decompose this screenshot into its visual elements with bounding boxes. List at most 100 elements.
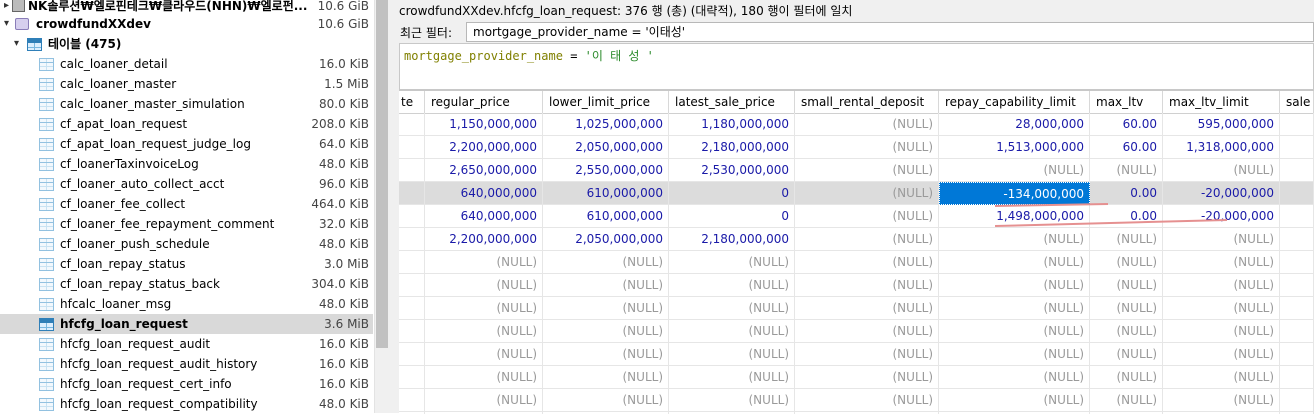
grid-cell[interactable]: 28,000,000 (939, 113, 1090, 136)
grid-cell[interactable]: 610,000,000 (543, 182, 669, 205)
tree-table-item[interactable]: hfcfg_loan_request_cert_info 16.0 KiB (0, 374, 373, 394)
tree-table-item[interactable]: hfcfg_loan_request_compatibility 48.0 KiB (0, 394, 373, 413)
grid-cell[interactable]: (NULL) (939, 251, 1090, 274)
tree-server-node[interactable]: ▸ NK솔루션₩엘로핀테크₩클라우드(NHN)₩엘로펀... 10.6 GiB (0, 0, 373, 16)
grid-cell[interactable] (399, 389, 425, 412)
grid-cell[interactable]: (NULL) (425, 251, 543, 274)
grid-cell[interactable] (399, 251, 425, 274)
grid-cell[interactable]: (NULL) (795, 159, 939, 182)
grid-cell[interactable]: (NULL) (1090, 320, 1163, 343)
tree-table-item[interactable]: cf_loan_repay_status 3.0 MiB (0, 254, 373, 274)
table-row[interactable]: 640,000,000 610,000,000 0 (NULL) -134,000,00… (399, 182, 1314, 205)
grid-cell[interactable]: (NULL) (939, 320, 1090, 343)
grid-cell[interactable]: (NULL) (425, 366, 543, 389)
grid-cell[interactable]: (NULL) (1090, 343, 1163, 366)
grid-cell[interactable]: 2,050,000,000 (543, 136, 669, 159)
grid-cell[interactable]: (NULL) (795, 320, 939, 343)
tree-table-item[interactable]: hfcalc_loaner_msg 48.0 KiB (0, 294, 373, 314)
grid-cell[interactable]: 1,318,000,000 (1163, 136, 1280, 159)
grid-cell[interactable]: 2,650,000,000 (425, 159, 543, 182)
grid-cell[interactable]: 2,200,000,000 (425, 228, 543, 251)
grid-cell[interactable]: (NULL) (543, 274, 669, 297)
grid-cell[interactable]: (NULL) (795, 297, 939, 320)
grid-cell[interactable]: (NULL) (795, 228, 939, 251)
grid-cell[interactable]: (NULL) (669, 297, 795, 320)
grid-cell[interactable]: (NULL) (1090, 297, 1163, 320)
grid-cell[interactable]: (NULL) (425, 274, 543, 297)
grid-cell[interactable]: (NULL) (939, 274, 1090, 297)
grid-cell[interactable]: -20,000,000 (1163, 205, 1280, 228)
tree-scrollbar-thumb[interactable] (376, 0, 388, 348)
grid-cell[interactable]: (NULL) (795, 343, 939, 366)
grid-cell[interactable] (399, 320, 425, 343)
grid-cell[interactable]: 1,150,000,000 (425, 113, 543, 136)
database-tree[interactable]: ▸ NK솔루션₩엘로핀테크₩클라우드(NHN)₩엘로펀... 10.6 GiB … (0, 0, 391, 413)
tree-table-item[interactable]: cf_loaner_fee_collect 464.0 KiB (0, 194, 373, 214)
grid-cell[interactable] (399, 343, 425, 366)
grid-cell[interactable]: 0.00 (1090, 205, 1163, 228)
grid-cell[interactable]: (NULL) (1090, 228, 1163, 251)
grid-cell[interactable]: 595,000,000 (1163, 113, 1280, 136)
grid-cell[interactable]: (NULL) (425, 343, 543, 366)
grid-cell[interactable]: (NULL) (939, 343, 1090, 366)
grid-cell[interactable] (1280, 320, 1314, 343)
grid-cell[interactable]: (NULL) (1163, 274, 1280, 297)
tree-table-item[interactable]: cf_apat_loan_request_judge_log 64.0 KiB (0, 134, 373, 154)
grid-cell[interactable]: 1,498,000,000 (939, 205, 1090, 228)
grid-cell[interactable]: 640,000,000 (425, 182, 543, 205)
grid-cell[interactable]: (NULL) (795, 389, 939, 412)
grid-cell[interactable]: (NULL) (939, 366, 1090, 389)
column-header[interactable]: sale (1280, 91, 1314, 113)
grid-cell[interactable]: 2,550,000,000 (543, 159, 669, 182)
grid-cell[interactable] (1280, 159, 1314, 182)
grid-cell[interactable]: 1,180,000,000 (669, 113, 795, 136)
grid-cell[interactable]: (NULL) (425, 320, 543, 343)
tree-table-item[interactable]: hfcfg_loan_request_audit 16.0 KiB (0, 334, 373, 354)
grid-cell[interactable]: 2,530,000,000 (669, 159, 795, 182)
grid-cell[interactable]: (NULL) (1163, 297, 1280, 320)
grid-cell[interactable] (1280, 136, 1314, 159)
grid-cell[interactable]: (NULL) (543, 366, 669, 389)
grid-cell[interactable]: (NULL) (1163, 343, 1280, 366)
tree-table-item[interactable]: calc_loaner_master 1.5 MiB (0, 74, 373, 94)
tree-tables-node[interactable]: ▾ 테이블 (475) (0, 34, 373, 54)
grid-cell[interactable] (399, 113, 425, 136)
chevron-down-icon[interactable]: ▾ (4, 18, 10, 29)
grid-cell[interactable]: 2,180,000,000 (669, 136, 795, 159)
grid-cell[interactable]: 60.00 (1090, 136, 1163, 159)
grid-cell[interactable]: (NULL) (1163, 389, 1280, 412)
table-row[interactable]: 2,200,000,000 2,050,000,000 2,180,000,000(… (399, 228, 1314, 251)
tree-table-item[interactable]: hfcfg_loan_request 3.6 MiB (0, 314, 373, 334)
grid-cell[interactable]: 2,200,000,000 (425, 136, 543, 159)
grid-cell[interactable]: (NULL) (795, 274, 939, 297)
grid-cell[interactable]: (NULL) (669, 320, 795, 343)
grid-cell[interactable] (1280, 228, 1314, 251)
grid-cell[interactable]: 0 (669, 205, 795, 228)
grid-cell[interactable]: (NULL) (425, 389, 543, 412)
column-header[interactable]: small_rental_deposit (795, 91, 939, 113)
grid-cell[interactable] (1280, 113, 1314, 136)
grid-cell[interactable] (399, 205, 425, 228)
table-row[interactable]: (NULL)(NULL)(NULL)(NULL)(NULL)(NULL)(NUL… (399, 274, 1314, 297)
tree-database-node[interactable]: ▾ crowdfundXXdev 10.6 GiB (0, 14, 373, 34)
tree-table-item[interactable]: cf_loaner_fee_repayment_comment 32.0 KiB (0, 214, 373, 234)
grid-cell[interactable]: (NULL) (1090, 366, 1163, 389)
column-header[interactable]: max_ltv_limit (1163, 91, 1280, 113)
table-row[interactable]: (NULL)(NULL)(NULL)(NULL)(NULL)(NULL)(NUL… (399, 389, 1314, 412)
grid-cell[interactable]: (NULL) (543, 320, 669, 343)
grid-cell[interactable] (399, 182, 425, 205)
grid-cell[interactable]: (NULL) (669, 274, 795, 297)
column-header[interactable]: lower_limit_price (543, 91, 669, 113)
grid-cell[interactable] (1280, 366, 1314, 389)
grid-cell[interactable] (1280, 343, 1314, 366)
grid-cell[interactable]: -20,000,000 (1163, 182, 1280, 205)
column-header[interactable]: te (399, 91, 425, 113)
grid-cell[interactable]: (NULL) (543, 297, 669, 320)
grid-cell[interactable]: 0.00 (1090, 182, 1163, 205)
table-row[interactable]: 1,150,000,000 1,025,000,000 1,180,000,000(… (399, 113, 1314, 136)
grid-cell[interactable]: (NULL) (669, 366, 795, 389)
grid-cell[interactable]: (NULL) (795, 113, 939, 136)
grid-cell[interactable]: 1,513,000,000 (939, 136, 1090, 159)
table-row[interactable]: (NULL)(NULL)(NULL)(NULL)(NULL)(NULL)(NUL… (399, 251, 1314, 274)
column-header[interactable]: latest_sale_price (669, 91, 795, 113)
